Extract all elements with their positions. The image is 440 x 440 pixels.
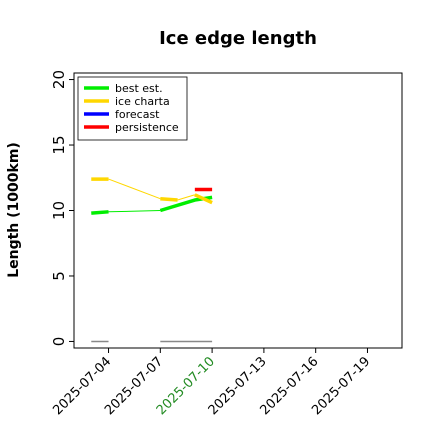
- legend-label-ice-charta: ice charta: [115, 95, 170, 108]
- series-line-ice-charta: [177, 194, 195, 201]
- y-ticks: 0 5 10 15 20: [50, 70, 74, 346]
- legend-label-persistence: persistence: [115, 121, 179, 134]
- y-tick-label: 5: [50, 271, 68, 281]
- series-layer: [91, 177, 213, 343]
- legend-label-forecast: forecast: [115, 108, 160, 121]
- series-line-best-est: [108, 210, 161, 213]
- series-line-ice-charta: [194, 193, 213, 205]
- y-tick-label: 15: [50, 135, 68, 154]
- series-line-ice-charta: [108, 178, 161, 200]
- series-line-ice-charta: [160, 196, 178, 202]
- y-axis-label: Length (1000km): [6, 142, 22, 278]
- series-line-best-est: [91, 210, 109, 215]
- y-tick-label: 10: [50, 201, 68, 220]
- x-ticks: 2025-07-042025-07-072025-07-102025-07-13…: [50, 348, 373, 418]
- y-tick-label: 20: [50, 70, 68, 89]
- y-tick-label: 0: [50, 337, 68, 347]
- legend-label-best-est: best est.: [115, 82, 163, 95]
- chart-title: Ice edge length: [159, 28, 317, 49]
